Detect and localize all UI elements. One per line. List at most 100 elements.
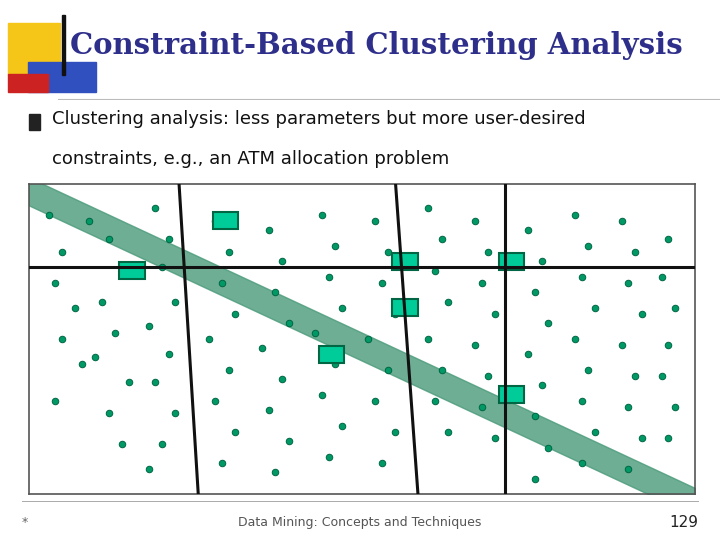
Bar xyxy=(8,23,60,75)
Point xyxy=(589,428,600,436)
Point xyxy=(523,226,534,234)
Point xyxy=(482,247,494,256)
Point xyxy=(669,303,680,312)
Point xyxy=(529,412,541,421)
Point xyxy=(216,279,228,287)
Point xyxy=(429,396,441,405)
Point xyxy=(529,474,541,483)
Bar xyxy=(212,212,238,230)
Point xyxy=(582,241,594,250)
Point xyxy=(56,247,68,256)
Bar xyxy=(392,253,418,270)
Point xyxy=(363,334,374,343)
Point xyxy=(223,366,235,374)
Point xyxy=(83,217,94,225)
Point xyxy=(529,288,541,296)
Bar xyxy=(29,113,40,130)
Point xyxy=(103,409,114,418)
Bar xyxy=(319,346,344,363)
Point xyxy=(70,303,81,312)
Point xyxy=(263,226,274,234)
Point xyxy=(436,235,448,244)
Point xyxy=(669,403,680,411)
Point xyxy=(616,341,627,349)
Point xyxy=(323,453,334,461)
Point xyxy=(163,235,174,244)
Point xyxy=(523,350,534,359)
Point xyxy=(330,241,341,250)
Point xyxy=(469,217,481,225)
Point xyxy=(576,272,588,281)
Point xyxy=(330,360,341,368)
Point xyxy=(323,272,334,281)
Point xyxy=(576,396,588,405)
Point xyxy=(383,247,395,256)
Point xyxy=(629,372,641,380)
Text: *: * xyxy=(22,516,28,529)
Bar xyxy=(392,299,418,316)
Point xyxy=(423,334,434,343)
Point xyxy=(636,310,647,319)
Point xyxy=(76,360,88,368)
Bar xyxy=(499,253,524,270)
Point xyxy=(256,344,268,353)
Point xyxy=(443,428,454,436)
Point xyxy=(376,458,387,467)
Point xyxy=(50,396,61,405)
Text: constraints, e.g., an ATM allocation problem: constraints, e.g., an ATM allocation pro… xyxy=(52,150,449,168)
Point xyxy=(476,403,487,411)
Point xyxy=(117,266,128,275)
Point xyxy=(103,235,114,244)
Point xyxy=(536,381,547,390)
Point xyxy=(269,288,281,296)
Point xyxy=(336,303,348,312)
Point xyxy=(269,468,281,477)
Point xyxy=(582,366,594,374)
Point xyxy=(263,406,274,415)
Point xyxy=(170,409,181,418)
Point xyxy=(43,210,55,219)
Point xyxy=(662,235,674,244)
Point xyxy=(390,310,401,319)
Point xyxy=(543,443,554,452)
Point xyxy=(96,297,108,306)
Point xyxy=(230,428,241,436)
Point xyxy=(163,350,174,359)
Bar xyxy=(8,74,48,92)
Point xyxy=(622,465,634,474)
Point xyxy=(656,272,667,281)
Point xyxy=(210,217,221,225)
Point xyxy=(50,279,61,287)
Point xyxy=(429,266,441,275)
Point xyxy=(482,372,494,380)
Point xyxy=(443,297,454,306)
Point xyxy=(150,378,161,387)
Bar xyxy=(28,62,96,92)
Point xyxy=(369,217,381,225)
Point xyxy=(89,353,101,362)
Point xyxy=(662,434,674,443)
Point xyxy=(622,279,634,287)
Point xyxy=(536,257,547,266)
Point xyxy=(569,334,580,343)
Point xyxy=(117,440,128,449)
Point xyxy=(476,279,487,287)
Point xyxy=(316,210,328,219)
Point xyxy=(109,328,121,337)
Point xyxy=(276,375,288,383)
Point xyxy=(662,341,674,349)
Point xyxy=(316,390,328,399)
Point xyxy=(143,465,155,474)
Point xyxy=(636,434,647,443)
Point xyxy=(543,319,554,328)
Point xyxy=(283,437,294,445)
Point xyxy=(569,210,580,219)
Point xyxy=(223,247,235,256)
Point xyxy=(589,303,600,312)
Text: Clustering analysis: less parameters but more user-desired: Clustering analysis: less parameters but… xyxy=(52,110,585,128)
Point xyxy=(123,378,135,387)
Point xyxy=(56,334,68,343)
Point xyxy=(336,421,348,430)
Point xyxy=(390,428,401,436)
Point xyxy=(230,310,241,319)
